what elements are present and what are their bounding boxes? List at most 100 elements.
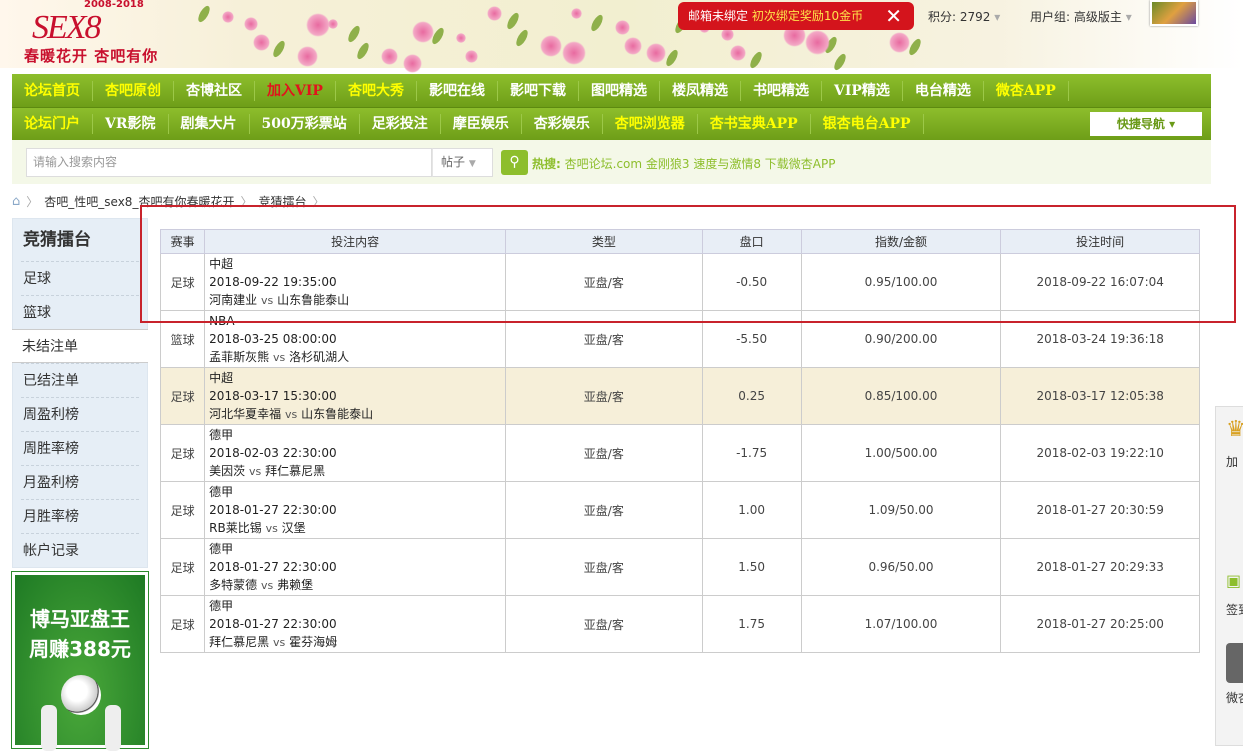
table-row: 足球 德甲 2018-01-27 22:30:00 多特蒙德 vs 弗赖堡 亚盘/客 1.… — [159, 538, 1200, 596]
sidebar-item[interactable]: 已结注单 — [21, 363, 139, 397]
nav-item[interactable]: 银杏电台APP — [811, 114, 924, 134]
nav-item[interactable]: 杏吧原创 — [93, 80, 174, 101]
nav-item[interactable]: 杏彩娱乐 — [522, 114, 603, 134]
checkin-icon: ▣ — [1226, 571, 1242, 590]
handicap-cell: 1.00 — [701, 481, 802, 539]
nav-item[interactable]: VIP精选 — [822, 80, 903, 101]
bet-content-cell: 德甲 2018-01-27 22:30:00 RB莱比锡 vs 汉堡 — [204, 481, 507, 539]
away-team: 弗赖堡 — [277, 577, 314, 592]
column-header: 投注时间 — [1000, 229, 1200, 254]
nav-item[interactable]: 杏吧大秀 — [336, 80, 417, 101]
nav-item[interactable]: 论坛门户 — [12, 114, 93, 134]
sidebar-title: 竞猜擂台 — [23, 230, 91, 250]
table-row: 篮球 NBA 2018-03-25 08:00:00 孟菲斯灰熊 vs 洛杉矶湖人 亚盘… — [159, 310, 1200, 368]
match-time: 2018-01-27 22:30:00 — [209, 616, 337, 631]
flower-decoration — [571, 8, 582, 19]
flower-decoration — [222, 11, 234, 23]
match-teams: 孟菲斯灰熊 vs 洛杉矶湖人 — [209, 348, 505, 367]
match-time: 2018-03-25 08:00:00 — [209, 331, 337, 346]
nav-item[interactable]: 论坛首页 — [12, 80, 93, 101]
user-group-menu[interactable]: 用户组: 高级版主 ▾ — [1030, 10, 1132, 24]
ad-line1: 博马亚盘王 — [30, 607, 130, 631]
email-bind-alert[interactable]: 邮箱未绑定 初次绑定奖励10金币 ✕ — [678, 2, 914, 30]
table-row: 足球 德甲 2018-01-27 22:30:00 RB莱比锡 vs 汉堡 亚盘/客 1.… — [159, 481, 1200, 539]
alert-highlight[interactable]: 初次绑定奖励10金币 — [751, 9, 864, 23]
nav-item[interactable]: 微杏APP — [984, 80, 1069, 101]
odds-cell: 1.00/500.00 — [800, 424, 1002, 482]
ad-banner[interactable]: 博马亚盘王 周赚388元 — [11, 571, 149, 751]
home-icon[interactable]: ⌂ — [12, 194, 21, 209]
type-cell: 亚盘/客 — [505, 424, 703, 482]
nav-item[interactable]: 加入VIP — [255, 80, 336, 101]
vs-text: vs — [261, 578, 274, 592]
flower-decoration — [196, 4, 212, 24]
flower-decoration — [589, 13, 605, 33]
bet-time-cell: 2018-01-27 20:25:00 — [1000, 595, 1200, 653]
site-logo[interactable]: 2008-2018 SEX8 春暖花开 杏吧有你 — [22, 0, 192, 66]
sidebar-item[interactable]: 周盈利榜 — [21, 397, 139, 431]
site-header: 2008-2018 SEX8 春暖花开 杏吧有你 邮箱未绑定 初次绑定奖励10金… — [0, 0, 1243, 73]
away-team: 拜仁慕尼黑 — [265, 463, 326, 478]
bet-content-cell: 德甲 2018-02-03 22:30:00 美因茨 vs 拜仁慕尼黑 — [204, 424, 507, 482]
handicap-cell: -0.50 — [701, 253, 802, 311]
sport-cell: 足球 — [159, 424, 206, 482]
nav-item[interactable]: 楼凤精选 — [660, 80, 741, 101]
away-team: 洛杉矶湖人 — [289, 349, 350, 364]
flower-decoration — [624, 37, 642, 55]
nav-item[interactable]: 足彩投注 — [360, 114, 441, 134]
hot-links[interactable]: 杏吧论坛.com 金刚狼3 速度与激情8 下载微杏APP — [564, 157, 836, 171]
sidebar-item[interactable]: 周胜率榜 — [21, 431, 139, 465]
league: 德甲 — [209, 427, 234, 442]
search-input[interactable]: 请输入搜索内容 — [26, 148, 432, 177]
nav-item[interactable]: 杏书宝典APP — [698, 114, 811, 134]
sidebar-item[interactable]: 月盈利榜 — [21, 465, 139, 499]
shoe-image — [41, 705, 57, 751]
nav-item[interactable]: 影吧下载 — [498, 80, 579, 101]
league: 德甲 — [209, 598, 234, 613]
type-cell: 亚盘/客 — [505, 595, 703, 653]
bet-time-cell: 2018-03-17 12:05:38 — [1000, 367, 1200, 425]
checkin-link[interactable]: 签到 — [1226, 603, 1243, 617]
home-team: 河南建业 — [209, 292, 258, 307]
flower-decoration — [355, 41, 371, 61]
table-row: 足球 德甲 2018-02-03 22:30:00 美因茨 vs 拜仁慕尼黑 亚盘/客 -… — [159, 424, 1200, 482]
flower-decoration — [664, 48, 680, 68]
app-link[interactable]: 微杏 — [1226, 691, 1243, 705]
flower-decoration — [730, 45, 746, 61]
nav-item[interactable]: VR影院 — [93, 114, 169, 134]
nav-item[interactable]: 电台精选 — [903, 80, 984, 101]
sidebar-item[interactable]: 帐户记录 — [21, 533, 139, 567]
nav-item[interactable]: 剧集大片 — [169, 114, 250, 134]
points-menu[interactable]: 积分: 2792 ▾ — [928, 10, 1001, 24]
nav-item[interactable]: 杏吧浏览器 — [603, 114, 698, 134]
sidebar-item[interactable]: 足球 — [21, 261, 139, 295]
join-vip-link[interactable]: 加 — [1226, 455, 1239, 469]
vs-text: vs — [265, 521, 278, 535]
alert-text: 邮箱未绑定 — [688, 9, 749, 23]
sidebar-item[interactable]: 未结注单 — [12, 329, 148, 363]
search-type-select[interactable]: 帖子 ▼ — [432, 148, 493, 177]
nav-item[interactable]: 书吧精选 — [741, 80, 822, 101]
match-teams: 拜仁慕尼黑 vs 霍芬海姆 — [209, 633, 505, 652]
sidebar-item[interactable]: 月胜率榜 — [21, 499, 139, 533]
flower-decoration — [297, 46, 318, 67]
match-teams: RB莱比锡 vs 汉堡 — [209, 519, 505, 538]
home-team: 孟菲斯灰熊 — [209, 349, 270, 364]
sport-cell: 足球 — [159, 481, 206, 539]
nav-item[interactable]: 图吧精选 — [579, 80, 660, 101]
nav-item[interactable]: 杏博社区 — [174, 80, 255, 101]
close-icon[interactable]: ✕ — [885, 4, 902, 28]
bet-content-cell: 德甲 2018-01-27 22:30:00 拜仁慕尼黑 vs 霍芬海姆 — [204, 595, 507, 653]
nav-item[interactable]: 500万彩票站 — [250, 114, 360, 134]
avatar[interactable] — [1150, 0, 1198, 26]
match-time: 2018-01-27 22:30:00 — [209, 502, 337, 517]
bet-time-cell: 2018-01-27 20:29:33 — [1000, 538, 1200, 596]
nav-item[interactable]: 影吧在线 — [417, 80, 498, 101]
search-button[interactable]: ⚲ — [501, 150, 528, 175]
sidebar-item[interactable]: 篮球 — [21, 295, 139, 329]
nav-item[interactable]: 摩臣娱乐 — [441, 114, 522, 134]
quick-nav-button[interactable]: 快捷导航 ▾ — [1090, 112, 1202, 136]
column-header: 投注内容 — [204, 229, 507, 254]
logo-slogan: 春暖花开 杏吧有你 — [24, 47, 159, 65]
flower-decoration — [562, 41, 586, 65]
